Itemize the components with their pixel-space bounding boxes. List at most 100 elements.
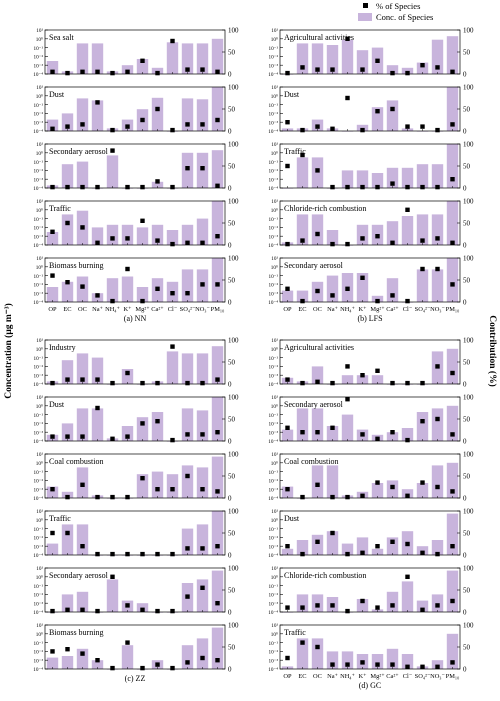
profile-title: Coal combustion	[49, 457, 103, 466]
left-tick-label: 10⁻⁴	[268, 382, 278, 388]
right-tick-label: 50	[463, 530, 471, 538]
right-tick-label: 100	[228, 198, 239, 206]
pct-marker	[390, 106, 395, 112]
pct-marker	[390, 293, 395, 298]
pct-marker	[285, 487, 290, 492]
x-tick-label: NH₄⁺	[340, 673, 355, 680]
left-tick-label: 10¹	[36, 199, 43, 205]
pct-marker	[285, 425, 290, 430]
left-tick-label: 10⁻²	[34, 169, 44, 175]
pct-marker	[390, 603, 395, 608]
pct-marker	[450, 370, 455, 376]
conc-bar	[106, 278, 119, 302]
conc-bar	[326, 651, 339, 669]
pct-marker	[450, 432, 455, 437]
conc-bar	[401, 581, 414, 612]
x-tick-label: SO₄²⁻	[180, 306, 196, 313]
conc-bar	[431, 465, 444, 498]
conc-bar	[76, 276, 89, 302]
pct-marker	[390, 430, 395, 435]
pct-marker	[185, 473, 190, 479]
conc-bar	[61, 214, 74, 245]
profile-title: Traffic	[284, 628, 306, 637]
panel-caption: (c) ZZ	[125, 674, 146, 683]
profile-panel: 10⁻⁴ 10⁻³ 10⁻² 10⁻¹ 10⁰ 10¹ 0 50 100 Traffic	[33, 198, 239, 250]
pct-marker	[435, 603, 440, 608]
pct-marker	[360, 373, 365, 378]
right-tick-label: 0	[463, 609, 467, 617]
pct-marker	[405, 493, 410, 498]
pct-marker	[420, 419, 425, 424]
pct-marker	[375, 662, 380, 667]
right-tick-label: 50	[463, 220, 471, 228]
pct-marker	[375, 58, 380, 63]
pct-marker	[185, 660, 190, 665]
conc-bar	[166, 474, 179, 498]
conc-bar	[356, 537, 369, 555]
right-tick-label: 0	[228, 242, 232, 250]
pct-marker	[375, 480, 380, 485]
conc-bar	[211, 201, 224, 245]
pct-marker	[155, 179, 160, 184]
left-tick-label: 10⁻³	[34, 373, 44, 379]
profile-title: Dust	[284, 90, 300, 99]
pct-marker	[360, 598, 365, 604]
left-axis-label: Concentration (μg m⁻³)	[3, 303, 14, 399]
conc-bar	[196, 638, 209, 669]
left-tick-label: 10⁻³	[34, 544, 44, 550]
x-tick-label: SO₄²⁻	[415, 306, 431, 313]
conc-bar	[281, 429, 294, 441]
pct-marker	[65, 607, 70, 612]
pct-marker	[330, 530, 335, 536]
pct-marker	[285, 544, 290, 549]
left-tick-label: 10⁰	[36, 208, 43, 214]
left-tick-label: 10¹	[36, 256, 43, 262]
pct-marker	[330, 67, 335, 72]
conc-bar	[446, 633, 459, 669]
conc-bar	[356, 273, 369, 302]
pct-marker	[155, 419, 160, 424]
conc-bar	[341, 170, 354, 188]
left-tick-label: 10⁻²	[269, 479, 279, 485]
pct-marker	[450, 660, 455, 665]
right-tick-label: 0	[228, 666, 232, 674]
pct-marker	[360, 275, 365, 280]
right-tick-label: 0	[463, 495, 467, 503]
left-tick-label: 10⁻³	[269, 177, 279, 183]
left-tick-label: 10⁰	[36, 37, 43, 43]
pct-marker	[390, 662, 395, 667]
conc-bar	[371, 654, 384, 669]
pct-marker	[155, 106, 160, 112]
right-tick-label: 100	[463, 622, 474, 630]
left-tick-label: 10⁻⁴	[268, 243, 278, 249]
pct-marker	[405, 574, 410, 579]
conc-bar	[211, 150, 224, 188]
pct-marker	[155, 487, 160, 492]
left-tick-label: 10⁻⁴	[33, 243, 43, 249]
conc-bar	[296, 214, 309, 245]
pct-marker	[215, 377, 220, 382]
left-tick-label: 10⁻²	[34, 650, 44, 656]
pct-marker	[435, 484, 440, 490]
conc-bar	[446, 513, 459, 555]
conc-bar	[281, 486, 294, 498]
right-tick-label: 50	[228, 163, 236, 171]
left-tick-label: 10⁰	[36, 461, 43, 467]
pct-marker	[95, 240, 100, 245]
conc-bar	[61, 524, 74, 555]
left-tick-label: 10¹	[271, 623, 278, 629]
conc-bar	[326, 45, 339, 74]
pct-marker	[125, 603, 130, 608]
left-tick-label: 10⁻²	[269, 283, 279, 289]
profile-title: Secondary aerosol	[284, 261, 344, 270]
profile-title: Traffic	[284, 147, 306, 156]
pct-marker	[200, 546, 205, 551]
left-tick-label: 10¹	[271, 256, 278, 262]
left-tick-label: 10⁻¹	[34, 527, 44, 533]
left-tick-label: 10⁻¹	[34, 413, 44, 419]
profile-title: Dust	[284, 514, 300, 523]
pct-marker	[330, 126, 335, 131]
pct-marker	[450, 544, 455, 549]
left-tick-label: 10⁻¹	[269, 103, 279, 109]
pct-marker	[95, 377, 100, 382]
